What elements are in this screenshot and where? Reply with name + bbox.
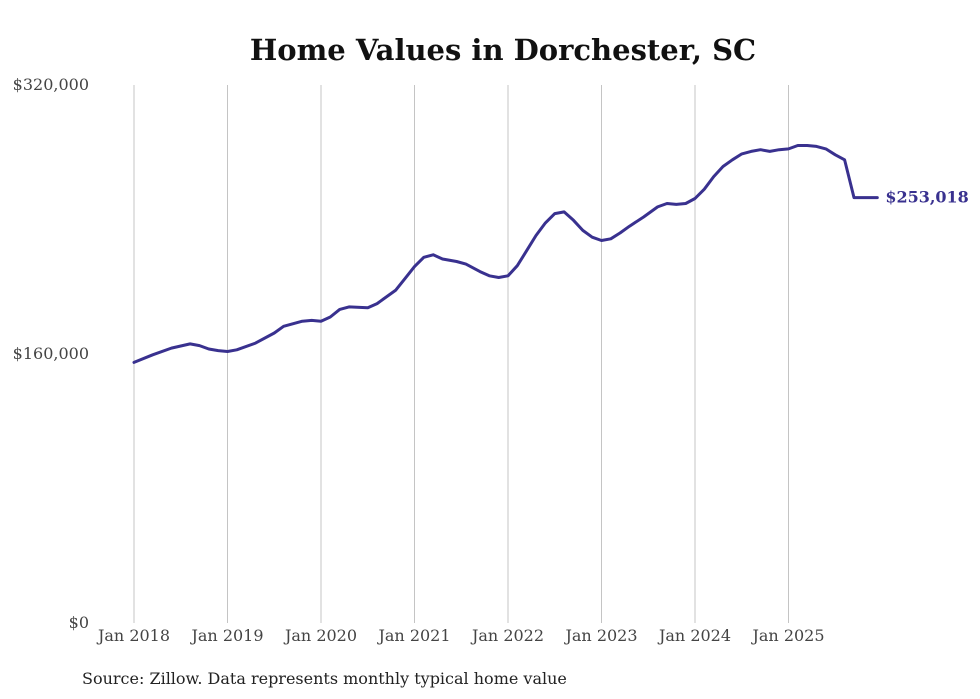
x-tick-label-1: Jan 2019: [189, 626, 263, 645]
x-tick-label-0: Jan 2018: [96, 626, 170, 645]
x-tick-label-5: Jan 2023: [563, 626, 637, 645]
series-line-0: [132, 144, 879, 364]
x-axis-tick-labels: Jan 2018 Jan 2019 Jan 2020 Jan 2021 Jan 2022…: [96, 626, 825, 645]
y-axis-tick-labels: $0 $160,000 $320,000: [13, 75, 89, 632]
vertical-gridlines: [133, 85, 789, 623]
y-tick-label-1: $160,000: [13, 344, 89, 363]
x-tick-label-3: Jan 2021: [376, 626, 450, 645]
end-value-label: $253,018: [885, 188, 969, 207]
y-tick-label-0: $0: [69, 613, 89, 632]
x-tick-label-7: Jan 2025: [750, 626, 824, 645]
series-layer: $253,018: [132, 144, 969, 364]
x-tick-label-6: Jan 2024: [657, 626, 731, 645]
y-tick-label-2: $320,000: [13, 75, 89, 94]
x-tick-label-2: Jan 2020: [283, 626, 357, 645]
x-tick-label-4: Jan 2022: [470, 626, 544, 645]
source-note: Source: Zillow. Data represents monthly …: [82, 669, 567, 688]
chart-title: Home Values in Dorchester, SC: [250, 33, 756, 67]
